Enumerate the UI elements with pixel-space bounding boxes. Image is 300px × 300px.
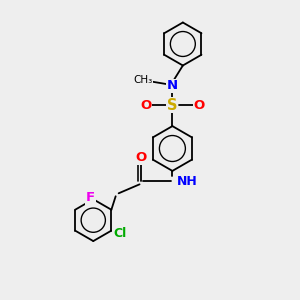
Text: O: O — [140, 99, 151, 112]
Text: F: F — [86, 191, 95, 204]
Text: O: O — [194, 99, 205, 112]
Text: NH: NH — [177, 175, 198, 188]
Text: CH₃: CH₃ — [133, 75, 152, 85]
Text: Cl: Cl — [113, 227, 126, 240]
Text: N: N — [167, 79, 178, 92]
Text: S: S — [167, 98, 178, 113]
Text: O: O — [135, 151, 147, 164]
